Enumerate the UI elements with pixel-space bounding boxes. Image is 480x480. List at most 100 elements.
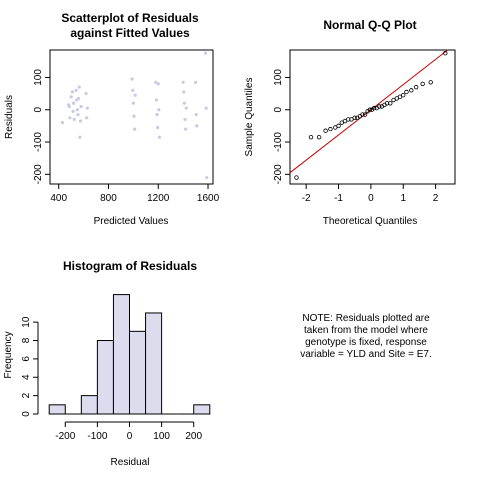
qq-point (294, 175, 299, 180)
scatter-point (194, 112, 198, 117)
scatter-y-tick-label: 0 (33, 107, 44, 113)
scatter-point (85, 106, 89, 110)
scatter-point (69, 95, 73, 99)
scatter-point (154, 80, 158, 84)
histogram-bar (112, 294, 130, 415)
histogram-x-tick-label: -200 (55, 431, 75, 442)
scatter-point (204, 106, 208, 110)
scatter-plot-box (49, 49, 214, 185)
qq-point (362, 112, 368, 117)
scatter-point (72, 117, 76, 122)
qq-point (443, 51, 448, 56)
histogram-bar (48, 404, 66, 415)
histogram-bar (80, 395, 98, 415)
qq-y-label: Sample Quantiles (244, 78, 255, 157)
scatter-x-label: Predicted Values (94, 216, 169, 227)
qq-x-label: Theoretical Quantiles (323, 216, 418, 227)
scatter-point (131, 88, 135, 92)
scatter-point (182, 90, 186, 94)
scatter-point (84, 91, 88, 96)
histogram-y-label: Frequency (3, 331, 14, 378)
qq-point (308, 134, 314, 140)
qq-plot-box (289, 49, 456, 185)
scatter-y-tick-label: -200 (33, 164, 44, 184)
scatter-point (71, 109, 75, 113)
qq-y-tick-label: -200 (273, 164, 284, 184)
scatter-point (181, 80, 185, 84)
scatter-point (155, 112, 159, 117)
scatter-point (133, 93, 137, 97)
scatter-point (70, 90, 74, 94)
scatter-x-tick-label: 800 (100, 193, 117, 204)
scatter-point (79, 104, 83, 109)
qq-point (409, 88, 414, 93)
histogram-x-tick-label: 200 (185, 431, 202, 442)
scatter-y-label: Residuals (4, 95, 15, 139)
scatter-point (157, 108, 161, 112)
qq-point (371, 105, 377, 111)
qq-point (352, 115, 357, 121)
qq-title: Normal Q-Q Plot (323, 18, 416, 32)
histogram-title: Histogram of Residuals (63, 259, 197, 273)
histogram-y-tick-label: 10 (21, 316, 32, 328)
qq-point (360, 112, 365, 117)
scatter-point (67, 104, 71, 109)
qq-x-tick-label: 0 (368, 193, 374, 204)
qq-point (404, 89, 409, 95)
qq-point (401, 93, 406, 98)
scatter-point (184, 106, 188, 110)
scatter-point (205, 175, 209, 180)
histogram-bar (193, 404, 211, 415)
histogram-bar (145, 312, 163, 415)
qq-plot-panel: Normal Q-Q Plot Theoretical Quantiles Sa… (244, 18, 456, 227)
scatter-point (72, 101, 76, 105)
scatter-point (68, 116, 72, 120)
histogram-x-tick-label: 100 (153, 431, 170, 442)
scatter-y-tick-label: 100 (33, 69, 44, 86)
scatter-point (74, 88, 78, 92)
qq-point (336, 123, 341, 129)
scatter-point (60, 121, 65, 125)
histogram-y-tick-label: 4 (21, 374, 32, 380)
qq-point (323, 128, 328, 133)
scatter-point (77, 85, 81, 89)
qq-y-tick-label: 0 (273, 107, 284, 113)
scatter-title-line-1: Scatterplot of Residuals (61, 11, 199, 25)
scatter-point (132, 114, 136, 118)
scatter-x-tick-label: 1600 (197, 193, 220, 204)
histogram-x-tick-label: -100 (87, 431, 107, 442)
qq-point (328, 126, 333, 132)
qq-point (316, 134, 322, 140)
note-line-2: taken from the model where (304, 325, 428, 336)
histogram-panel: Histogram of Residuals Residual Frequenc… (3, 259, 211, 468)
residuals-vs-fitted-panel: Scatterplot of Residuals against Fitted … (4, 11, 220, 227)
qq-x-tick-label: 2 (433, 193, 439, 204)
scatter-point (154, 98, 158, 102)
qq-y-tick-label: 100 (273, 69, 284, 86)
qq-point (420, 81, 425, 87)
scatter-title-line-2: against Fitted Values (70, 26, 190, 40)
scatter-point (130, 77, 134, 81)
scatter-point (85, 116, 89, 120)
qq-point (367, 107, 373, 112)
note-line-3: genotype is fixed, response (305, 337, 427, 348)
histogram-bar (96, 340, 114, 415)
qq-point (413, 84, 419, 90)
qq-x-tick-label: -1 (334, 193, 343, 204)
qq-point (428, 80, 433, 85)
histogram-bar (129, 330, 147, 415)
qq-x-tick-label: -2 (302, 193, 311, 204)
qq-x-tick-label: 1 (400, 193, 406, 204)
scatter-y-tick-label: -100 (33, 132, 44, 152)
qq-point (388, 101, 393, 106)
scatter-point (156, 125, 160, 130)
scatter-point (156, 82, 160, 86)
scatter-x-tick-label: 400 (50, 193, 67, 204)
scatter-point (78, 135, 82, 139)
scatter-point (203, 51, 208, 55)
scatter-point (182, 101, 186, 105)
qq-y-tick-label: -100 (273, 132, 284, 152)
histogram-x-tick-label: 0 (127, 431, 133, 442)
note-block: NOTE: Residuals plotted are taken from t… (300, 313, 432, 360)
